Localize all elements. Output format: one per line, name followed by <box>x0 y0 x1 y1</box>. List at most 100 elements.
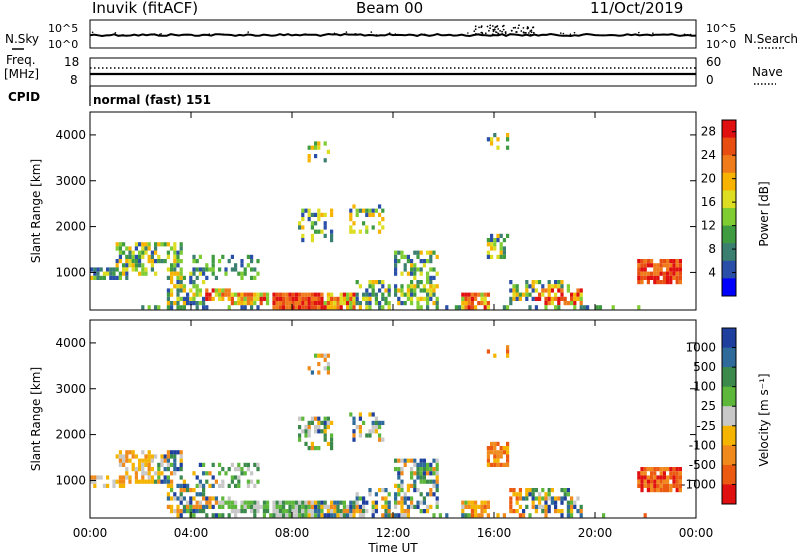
heatmap-cell <box>368 296 372 301</box>
heatmap-cell <box>198 504 202 509</box>
heatmap-cell <box>640 479 644 484</box>
search-noise-point <box>689 33 692 36</box>
heatmap-cell <box>192 259 196 264</box>
heatmap-cell <box>675 267 679 272</box>
heatmap-cell <box>147 475 151 480</box>
heatmap-cell <box>381 284 385 289</box>
heatmap-cell <box>173 467 177 472</box>
heatmap-cell <box>234 513 238 518</box>
heatmap-cell <box>531 488 535 493</box>
heatmap-cell <box>493 353 497 358</box>
heatmap-cell <box>560 288 564 293</box>
heatmap-cell <box>560 509 564 514</box>
heatmap-cell <box>502 513 506 518</box>
heatmap-cell <box>240 275 244 280</box>
heatmap-cell <box>317 217 321 222</box>
heatmap-cell <box>438 513 442 518</box>
heatmap-cell <box>266 504 270 509</box>
heatmap-cell <box>678 271 682 276</box>
heatmap-cell <box>432 275 436 280</box>
heatmap-cell <box>528 284 532 289</box>
heatmap-cell <box>346 296 350 301</box>
search-noise-point <box>160 33 162 35</box>
heatmap-cell <box>528 492 532 497</box>
heatmap-cell <box>374 208 378 213</box>
heatmap-cell <box>125 267 129 272</box>
heatmap-cell <box>323 429 327 434</box>
heatmap-cell <box>678 479 682 484</box>
heatmap-cell <box>125 454 129 459</box>
heatmap-cell <box>566 509 570 514</box>
heatmap-cell <box>179 250 183 255</box>
heatmap-cell <box>371 280 375 285</box>
heatmap-cell <box>534 504 538 509</box>
heatmap-cell <box>662 488 666 493</box>
heatmap-cell <box>570 292 574 297</box>
heatmap-cell <box>323 366 327 371</box>
heatmap-cell <box>330 433 334 438</box>
heatmap-cell <box>656 275 660 280</box>
heatmap-cell <box>666 275 670 280</box>
heatmap-cell <box>374 280 378 285</box>
heatmap-cell <box>397 483 401 488</box>
heatmap-cell <box>307 301 311 306</box>
heatmap-cell <box>141 467 145 472</box>
heatmap-cell <box>410 471 414 476</box>
heatmap-cell <box>669 467 673 472</box>
heatmap-cell <box>403 509 407 514</box>
heatmap-cell <box>275 509 279 514</box>
heatmap-cell <box>160 259 164 264</box>
search-noise-point <box>530 29 533 32</box>
heatmap-cell <box>166 450 170 455</box>
colorbar-segment <box>722 137 736 156</box>
heatmap-cell <box>275 513 279 518</box>
heatmap-cell <box>131 259 135 264</box>
heatmap-cell <box>291 296 295 301</box>
heatmap-cell <box>461 296 465 301</box>
heatmap-cell <box>202 488 206 493</box>
heatmap-cell <box>499 454 503 459</box>
heatmap-cell <box>445 305 449 310</box>
heatmap-cell <box>310 221 314 226</box>
heatmap-cell <box>432 250 436 255</box>
heatmap-cell <box>285 513 289 518</box>
heatmap-cell <box>499 462 503 467</box>
heatmap-cell <box>195 500 199 505</box>
heatmap-cell <box>278 296 282 301</box>
heatmap-cell <box>506 349 510 354</box>
heatmap-cell <box>358 509 362 514</box>
heatmap-cell <box>550 301 554 306</box>
search-noise-point <box>388 32 391 34</box>
search-noise-point <box>530 31 533 34</box>
heatmap-cell <box>326 420 330 425</box>
heatmap-cell <box>109 275 113 280</box>
heatmap-cell <box>406 509 410 514</box>
time-tick-label: 20:00 <box>578 526 613 540</box>
heatmap-cell <box>512 284 516 289</box>
heatmap-cell <box>515 509 519 514</box>
heatmap-cell <box>173 450 177 455</box>
heatmap-cell <box>202 301 206 306</box>
heatmap-cell <box>675 275 679 280</box>
heatmap-cell <box>336 509 340 514</box>
heatmap-cell <box>330 420 334 425</box>
heatmap-cell <box>144 458 148 463</box>
velocity-colorbar-label: Velocity [m s⁻¹] <box>757 373 771 466</box>
search-noise-point <box>638 31 640 34</box>
heatmap-cell <box>144 271 148 276</box>
heatmap-cell <box>227 504 231 509</box>
heatmap-cell <box>275 292 279 297</box>
heatmap-cell <box>221 254 225 259</box>
heatmap-cell <box>166 305 170 310</box>
heatmap-cell <box>397 296 401 301</box>
heatmap-cell <box>365 500 369 505</box>
heatmap-cell <box>566 301 570 306</box>
heatmap-cell <box>544 496 548 501</box>
heatmap-cell <box>656 267 660 272</box>
heatmap-cell <box>323 301 327 306</box>
heatmap-cell <box>560 513 564 518</box>
heatmap-cell <box>214 275 218 280</box>
heatmap-cell <box>547 496 551 501</box>
heatmap-cell <box>323 212 327 217</box>
heatmap-cell <box>416 254 420 259</box>
